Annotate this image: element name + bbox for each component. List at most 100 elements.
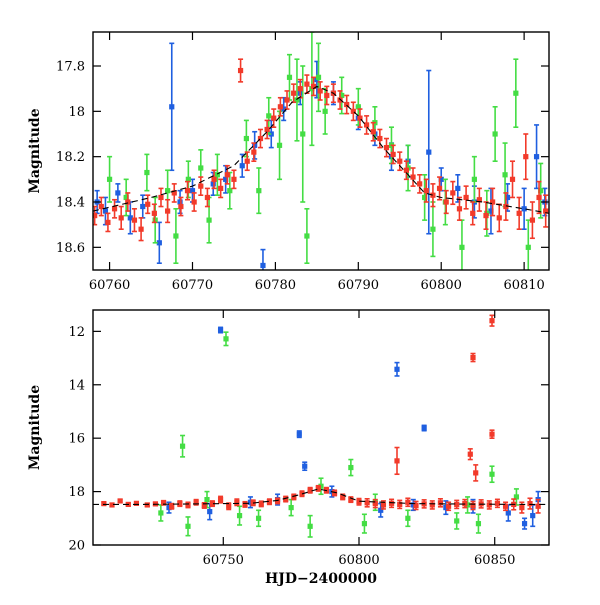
data-point xyxy=(397,501,403,508)
y-tick-label: 16 xyxy=(68,432,85,447)
data-point xyxy=(475,521,482,527)
data-point xyxy=(264,126,270,133)
data-point xyxy=(93,213,98,219)
data-point xyxy=(489,431,495,437)
data-point xyxy=(348,464,354,471)
data-point xyxy=(513,494,520,500)
data-point xyxy=(117,498,123,504)
y-axis-title: Magnitude xyxy=(27,385,43,470)
data-point xyxy=(535,503,541,509)
data-point xyxy=(490,199,496,205)
data-point xyxy=(364,500,370,506)
data-point xyxy=(158,194,164,201)
data-point xyxy=(340,494,346,500)
plot-area xyxy=(93,314,549,538)
data-point xyxy=(185,502,191,508)
data-point xyxy=(350,108,356,114)
x-tick-label: 60800 xyxy=(338,553,379,568)
data-point xyxy=(505,510,511,516)
data-point xyxy=(234,499,240,505)
data-point xyxy=(184,188,191,194)
data-point xyxy=(226,503,232,509)
data-point xyxy=(443,505,449,511)
data-point xyxy=(403,167,409,173)
data-point xyxy=(177,199,183,205)
data-point xyxy=(470,354,476,361)
data-point xyxy=(356,499,362,505)
data-point xyxy=(307,487,313,493)
data-point xyxy=(488,208,494,214)
data-point xyxy=(483,213,489,219)
data-point xyxy=(284,97,290,103)
data-point xyxy=(291,90,297,96)
data-point xyxy=(454,501,460,508)
data-point xyxy=(214,172,220,178)
data-point xyxy=(209,501,216,507)
data-point xyxy=(105,219,111,225)
data-point xyxy=(302,463,308,469)
data-point xyxy=(504,194,511,201)
series-red xyxy=(93,58,549,242)
data-point xyxy=(463,194,469,201)
y-axis-title: Magnitude xyxy=(27,108,43,193)
data-point xyxy=(198,165,204,171)
data-point xyxy=(123,194,129,201)
x-axis-title: HJD−2400000 xyxy=(265,571,377,587)
data-point xyxy=(344,101,350,108)
data-point xyxy=(423,188,429,194)
data-point xyxy=(489,318,495,324)
data-point xyxy=(467,451,473,457)
data-point xyxy=(521,521,528,527)
data-point xyxy=(429,502,435,508)
y-tick-label: 14 xyxy=(68,378,85,393)
data-point xyxy=(223,176,229,182)
data-point xyxy=(445,503,452,509)
y-tick-label: 18 xyxy=(68,105,85,120)
data-point xyxy=(152,217,158,223)
data-point xyxy=(315,485,321,491)
data-point xyxy=(260,262,266,269)
data-point xyxy=(438,176,444,182)
data-point xyxy=(430,226,436,232)
plot-frame xyxy=(92,31,550,271)
data-point xyxy=(106,176,113,182)
data-point xyxy=(281,106,287,112)
data-point xyxy=(206,217,212,223)
data-point xyxy=(543,208,549,214)
data-point xyxy=(201,502,207,509)
data-point xyxy=(496,215,502,221)
data-point xyxy=(144,169,150,176)
data-point xyxy=(277,104,283,110)
data-point xyxy=(145,201,151,207)
data-point xyxy=(160,500,167,506)
data-point xyxy=(436,185,443,191)
data-point xyxy=(266,113,272,119)
y-tick-label: 17.8 xyxy=(56,60,85,75)
data-point xyxy=(242,501,248,508)
data-point xyxy=(191,199,197,205)
x-tick-label: 60790 xyxy=(338,278,379,293)
data-point xyxy=(413,502,419,509)
data-point xyxy=(133,500,140,506)
data-point xyxy=(443,199,449,205)
panel-zoom: 60760 60770 60780 60790 60800 60810 17.8 18 18.2… xyxy=(27,31,550,293)
data-point xyxy=(383,145,390,151)
data-point xyxy=(185,176,191,182)
data-point xyxy=(255,515,262,521)
data-point xyxy=(307,523,313,529)
data-point xyxy=(397,158,403,164)
data-point xyxy=(394,366,400,372)
data-point xyxy=(502,172,508,178)
data-point xyxy=(527,501,533,507)
data-point xyxy=(115,190,121,196)
data-point xyxy=(177,501,183,507)
data-point xyxy=(530,513,536,519)
data-point xyxy=(529,217,536,223)
data-point xyxy=(223,336,229,342)
data-point xyxy=(118,215,124,221)
data-point xyxy=(165,188,171,194)
data-point xyxy=(377,135,383,142)
data-point xyxy=(291,494,297,500)
data-point xyxy=(144,502,150,508)
